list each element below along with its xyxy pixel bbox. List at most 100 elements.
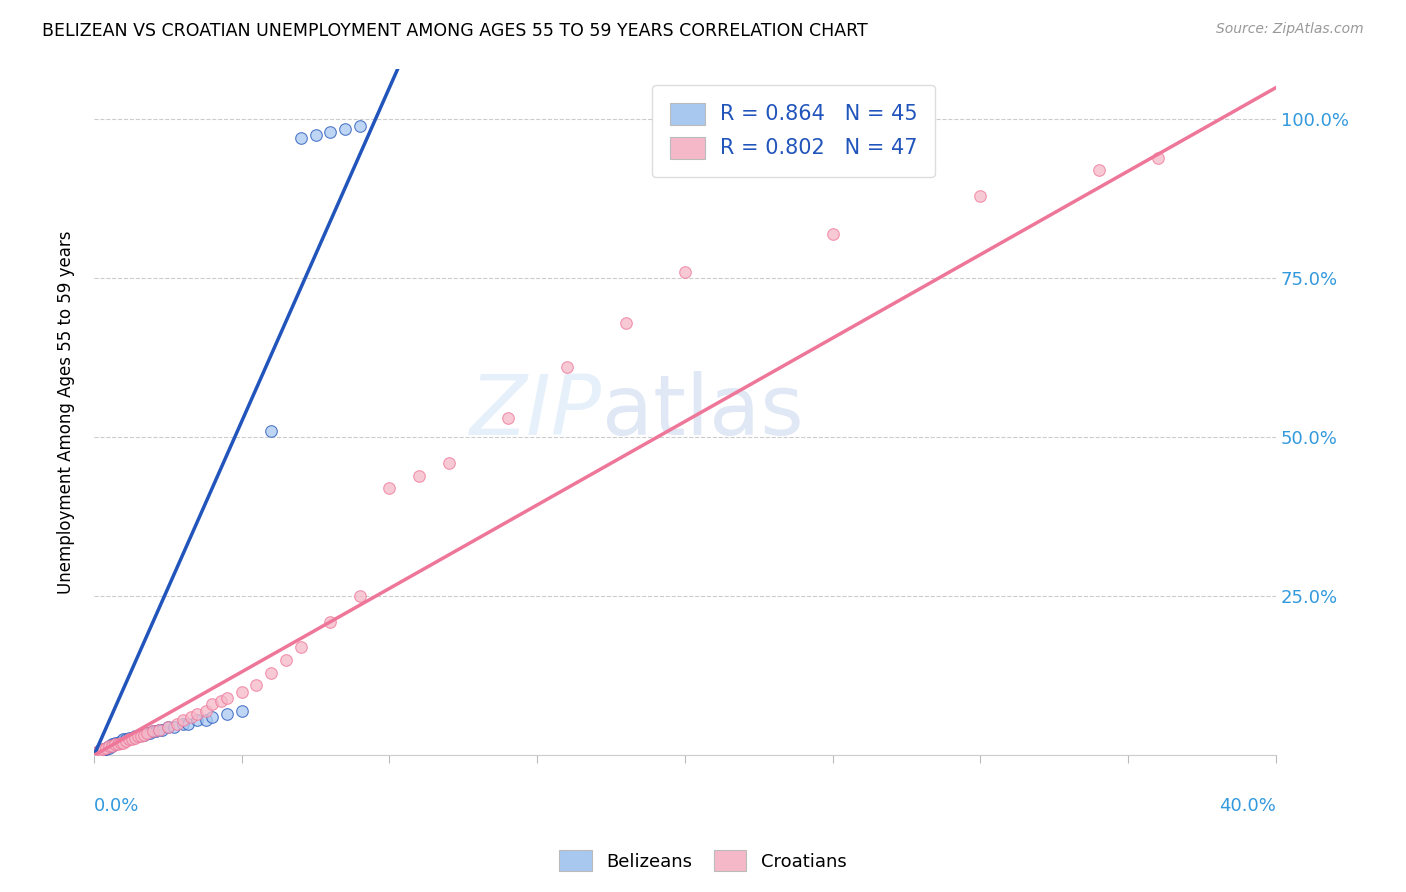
Point (186, 714, 208, 728)
Point (231, 704, 253, 718)
Point (134, 728, 156, 742)
Point (319, 125, 342, 139)
Point (148, 723, 170, 737)
Point (673, 265, 696, 279)
Point (94, 742, 117, 756)
Point (86, 745, 108, 759)
Legend: R = 0.864   N = 45, R = 0.802   N = 47: R = 0.864 N = 45, R = 0.802 N = 47 (652, 85, 935, 177)
Point (136, 726, 159, 740)
Point (97, 740, 120, 755)
Point (100, 739, 122, 753)
Point (163, 720, 186, 734)
Point (245, 678, 267, 692)
Point (260, 424, 283, 438)
Point (124, 729, 146, 743)
Point (142, 724, 165, 739)
Point (201, 710, 224, 724)
Point (333, 122, 356, 136)
Point (201, 698, 224, 712)
Point (349, 119, 371, 133)
Point (100, 737, 122, 751)
Point (94, 740, 117, 755)
Point (127, 729, 149, 743)
Point (115, 732, 138, 747)
Point (150, 723, 173, 737)
Point (156, 720, 179, 734)
Point (555, 360, 578, 375)
Point (121, 732, 143, 747)
Point (969, 188, 991, 202)
Y-axis label: Unemployment Among Ages 55 to 59 years: Unemployment Among Ages 55 to 59 years (58, 230, 75, 594)
Point (97, 739, 120, 753)
Point (195, 704, 218, 718)
Point (614, 316, 637, 330)
Point (121, 731, 143, 745)
Text: ZIP: ZIP (470, 371, 602, 452)
Point (496, 411, 519, 425)
Point (124, 731, 146, 745)
Point (129, 728, 152, 742)
Point (134, 728, 156, 742)
Point (112, 732, 135, 747)
Point (172, 714, 194, 728)
Point (97, 739, 120, 753)
Point (349, 590, 371, 604)
Point (148, 723, 170, 737)
Point (274, 653, 297, 667)
Point (231, 685, 253, 699)
Point (437, 456, 460, 470)
Point (91, 742, 114, 756)
Point (139, 726, 162, 740)
Text: BELIZEAN VS CROATIAN UNEMPLOYMENT AMONG AGES 55 TO 59 YEARS CORRELATION CHART: BELIZEAN VS CROATIAN UNEMPLOYMENT AMONG … (42, 22, 868, 40)
Point (215, 691, 238, 706)
Point (118, 732, 141, 747)
Point (166, 716, 188, 731)
Point (91, 743, 114, 757)
Point (209, 694, 232, 708)
Point (94, 740, 117, 755)
Point (89, 743, 111, 757)
Point (118, 731, 141, 745)
Point (378, 481, 401, 495)
Point (290, 640, 312, 655)
Point (260, 665, 283, 680)
Point (195, 714, 218, 728)
Point (215, 706, 238, 721)
Point (100, 739, 122, 753)
Point (104, 737, 127, 751)
Point (110, 734, 132, 748)
Point (319, 615, 342, 629)
Point (156, 720, 179, 734)
Point (290, 131, 312, 145)
Point (129, 729, 152, 743)
Point (110, 736, 132, 750)
Point (127, 729, 149, 743)
Point (107, 737, 129, 751)
Point (180, 710, 202, 724)
Point (821, 227, 844, 241)
Point (89, 745, 111, 759)
Point (107, 736, 129, 750)
Text: atlas: atlas (602, 371, 804, 452)
Point (112, 736, 135, 750)
Point (104, 736, 127, 750)
Point (304, 128, 326, 143)
Point (186, 706, 208, 721)
Point (136, 726, 159, 740)
Text: 0.0%: 0.0% (94, 797, 139, 814)
Text: Source: ZipAtlas.com: Source: ZipAtlas.com (1216, 22, 1364, 37)
Point (1087, 163, 1109, 178)
Point (89, 743, 111, 757)
Point (408, 468, 430, 483)
Point (104, 737, 127, 751)
Legend: Belizeans, Croatians: Belizeans, Croatians (553, 843, 853, 879)
Point (177, 716, 200, 731)
Point (112, 734, 135, 748)
Point (172, 716, 194, 731)
Point (145, 724, 167, 739)
Text: 40.0%: 40.0% (1219, 797, 1277, 814)
Point (86, 745, 108, 759)
Point (1146, 151, 1168, 165)
Point (91, 742, 114, 756)
Point (115, 734, 138, 748)
